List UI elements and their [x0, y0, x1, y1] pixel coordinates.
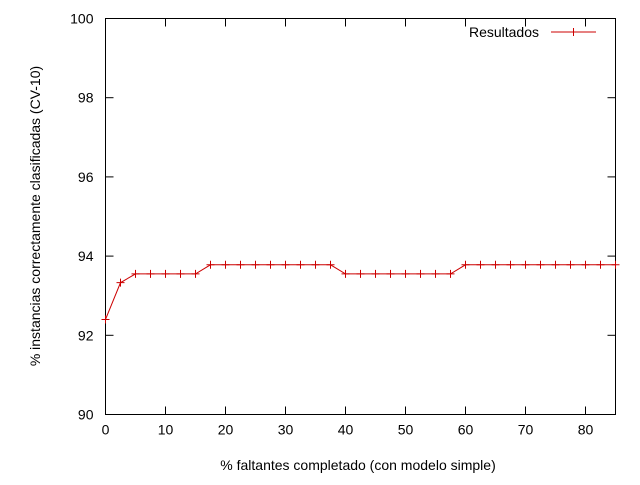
data-point [476, 260, 485, 269]
data-point [146, 269, 155, 278]
x-tick-label: 30 [278, 422, 294, 438]
x-tick-label: 20 [218, 422, 234, 438]
data-point [401, 269, 410, 278]
data-point [341, 269, 350, 278]
x-tick-label: 60 [458, 422, 474, 438]
data-point [191, 269, 200, 278]
x-tick-label: 0 [102, 422, 110, 438]
data-point [386, 269, 395, 278]
data-point [416, 269, 425, 278]
x-tick-label: 10 [158, 422, 174, 438]
data-point [266, 260, 275, 269]
y-tick-label: 96 [78, 169, 94, 185]
x-tick-label: 80 [578, 422, 594, 438]
data-point [611, 260, 620, 269]
data-point [491, 260, 500, 269]
data-point [596, 260, 605, 269]
data-point [296, 260, 305, 269]
y-tick-label: 94 [78, 248, 94, 264]
legend-marker [569, 28, 578, 36]
data-point [236, 260, 245, 269]
x-axis-ticks: 0 10 20 30 40 50 60 70 80 [102, 18, 594, 438]
data-point [461, 260, 470, 269]
data-point [326, 260, 335, 269]
data-point [581, 260, 590, 269]
data-point [131, 269, 140, 278]
data-point [371, 269, 380, 278]
data-point [536, 260, 545, 269]
y-axis-label: % instancias correctamente clasificadas … [27, 66, 43, 366]
series-layer [101, 260, 620, 324]
legend-label: Resultados [469, 24, 539, 40]
data-point [251, 260, 260, 269]
data-point [446, 269, 455, 278]
y-tick-label: 100 [70, 11, 94, 27]
data-point [101, 315, 110, 324]
legend: Resultados [469, 24, 596, 40]
data-point [206, 260, 215, 269]
data-point [161, 269, 170, 278]
data-point [566, 260, 575, 269]
data-point [356, 269, 365, 278]
x-tick-label: 70 [518, 422, 534, 438]
plot-frame [105, 18, 616, 415]
y-axis-ticks: 90 92 94 96 98 100 [70, 11, 616, 423]
x-axis-label: % faltantes completado (con modelo simpl… [220, 457, 495, 473]
data-point [431, 269, 440, 278]
y-tick-label: 90 [78, 407, 94, 423]
data-point [311, 260, 320, 269]
data-point [221, 260, 230, 269]
y-tick-label: 98 [78, 90, 94, 106]
data-point [551, 260, 560, 269]
data-point [506, 260, 515, 269]
data-point [116, 278, 125, 287]
data-point [521, 260, 530, 269]
x-tick-label: 40 [338, 422, 354, 438]
data-point [176, 269, 185, 278]
y-tick-label: 92 [78, 327, 94, 343]
x-tick-label: 50 [398, 422, 414, 438]
data-point [281, 260, 290, 269]
